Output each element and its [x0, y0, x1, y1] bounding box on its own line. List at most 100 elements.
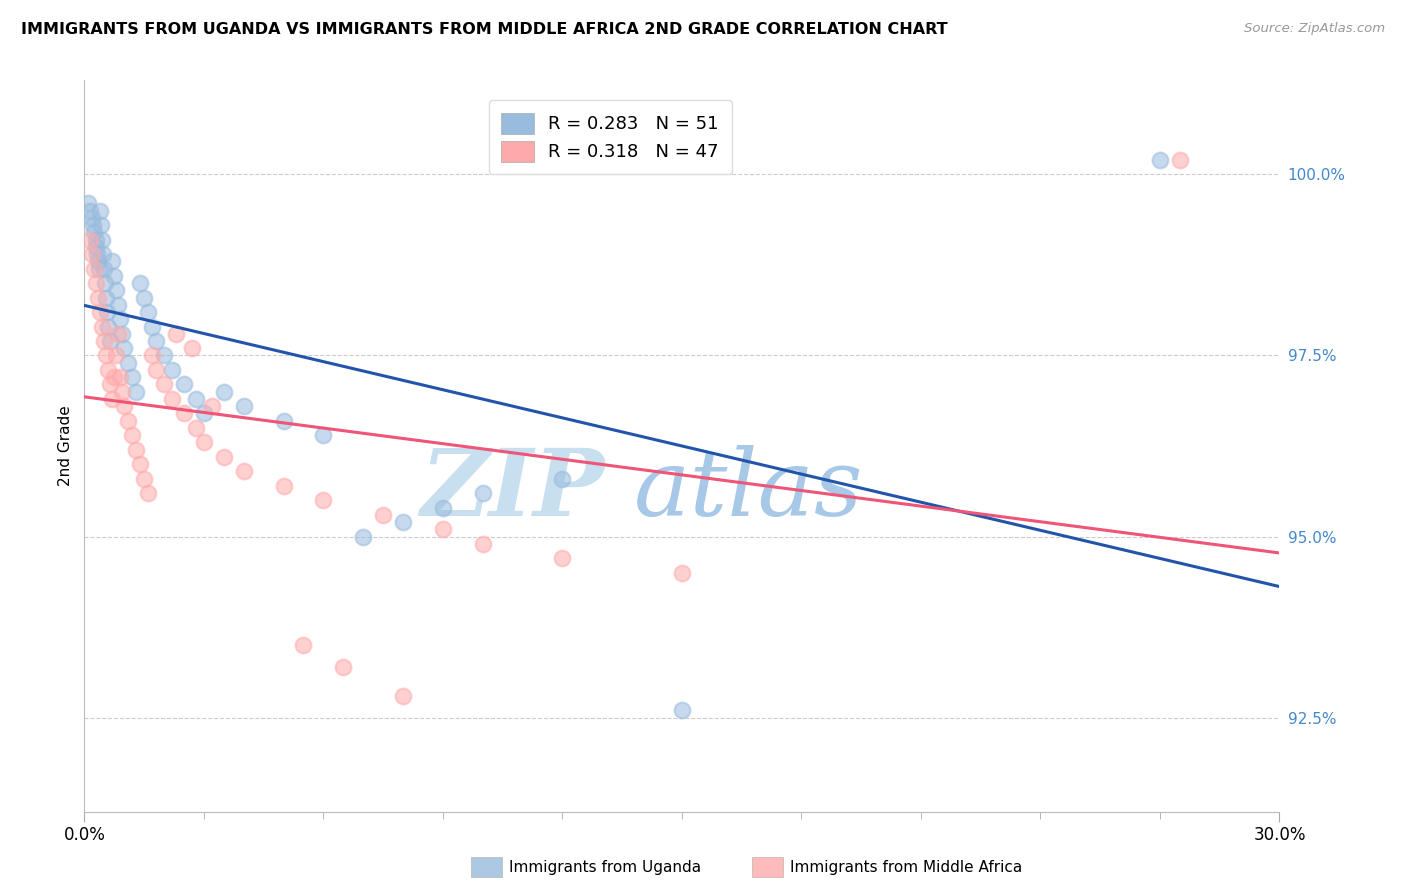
Point: [89, 261, 111, 276]
Point: [145, 363, 167, 377]
Point: [273, 414, 295, 428]
Point: [173, 406, 195, 420]
Point: [121, 370, 143, 384]
Point: [181, 341, 204, 355]
Point: [184, 421, 207, 435]
Point: [101, 392, 124, 406]
Point: [82, 218, 104, 232]
Point: [432, 522, 454, 536]
Point: [312, 428, 335, 442]
Point: [193, 406, 215, 420]
Point: [1168, 153, 1191, 167]
Point: [82, 211, 104, 225]
Point: [107, 326, 129, 341]
Point: [212, 450, 235, 464]
Point: [125, 384, 148, 399]
Point: [471, 486, 494, 500]
Point: [112, 399, 135, 413]
Point: [129, 276, 152, 290]
Point: [121, 428, 143, 442]
Point: [84, 233, 107, 247]
Point: [111, 384, 134, 399]
Point: [79, 203, 101, 218]
Point: [82, 247, 104, 261]
Point: [373, 508, 395, 522]
Point: [136, 486, 159, 500]
Point: [201, 399, 224, 413]
Point: [352, 529, 374, 543]
Point: [93, 247, 115, 261]
Point: [129, 457, 152, 471]
Text: Immigrants from Uganda: Immigrants from Uganda: [509, 860, 702, 874]
Point: [232, 399, 254, 413]
Point: [153, 377, 176, 392]
Point: [160, 363, 183, 377]
Point: [97, 363, 120, 377]
Point: [103, 268, 125, 283]
Point: [551, 472, 574, 486]
Point: [160, 392, 183, 406]
Point: [90, 218, 112, 232]
Point: [432, 500, 454, 515]
Point: [94, 276, 117, 290]
Point: [79, 233, 101, 247]
Point: [173, 377, 195, 392]
Point: [471, 537, 494, 551]
Point: [110, 370, 132, 384]
Point: [96, 291, 118, 305]
Point: [86, 240, 108, 254]
Point: [392, 689, 415, 703]
Point: [193, 435, 215, 450]
Point: [110, 312, 132, 326]
Point: [87, 291, 110, 305]
Point: [89, 305, 111, 319]
Point: [105, 349, 128, 363]
Point: [98, 334, 121, 348]
Text: IMMIGRANTS FROM UGANDA VS IMMIGRANTS FROM MIDDLE AFRICA 2ND GRADE CORRELATION CH: IMMIGRANTS FROM UGANDA VS IMMIGRANTS FRO…: [21, 22, 948, 37]
Point: [136, 305, 159, 319]
Point: [112, 341, 135, 355]
Point: [153, 349, 176, 363]
Text: Immigrants from Middle Africa: Immigrants from Middle Africa: [790, 860, 1022, 874]
Point: [117, 356, 139, 370]
Point: [77, 196, 100, 211]
Point: [83, 225, 105, 239]
Point: [212, 384, 235, 399]
Point: [1149, 153, 1171, 167]
Point: [551, 551, 574, 566]
Point: [312, 493, 335, 508]
Point: [132, 472, 156, 486]
Point: [103, 370, 125, 384]
Point: [97, 319, 120, 334]
Point: [332, 660, 354, 674]
Point: [86, 247, 108, 261]
Point: [671, 703, 693, 717]
Point: [273, 479, 295, 493]
Point: [111, 326, 134, 341]
Point: [232, 464, 254, 478]
Point: [91, 319, 114, 334]
Text: ZIP: ZIP: [420, 445, 605, 535]
Text: atlas: atlas: [634, 445, 863, 535]
Point: [132, 291, 156, 305]
Point: [87, 254, 110, 268]
Point: [392, 515, 415, 529]
Point: [107, 298, 129, 312]
Point: [184, 392, 207, 406]
Point: [93, 261, 115, 276]
Point: [86, 276, 108, 290]
Point: [141, 349, 163, 363]
Point: [141, 319, 163, 334]
Point: [292, 638, 315, 652]
Point: [93, 334, 115, 348]
Point: [145, 334, 167, 348]
Point: [83, 261, 105, 276]
Y-axis label: 2nd Grade: 2nd Grade: [58, 406, 73, 486]
Point: [101, 254, 124, 268]
Point: [117, 414, 139, 428]
Point: [105, 283, 128, 297]
Point: [98, 377, 121, 392]
Point: [89, 203, 111, 218]
Point: [671, 566, 693, 580]
Legend: R = 0.283   N = 51, R = 0.318   N = 47: R = 0.283 N = 51, R = 0.318 N = 47: [489, 100, 731, 175]
